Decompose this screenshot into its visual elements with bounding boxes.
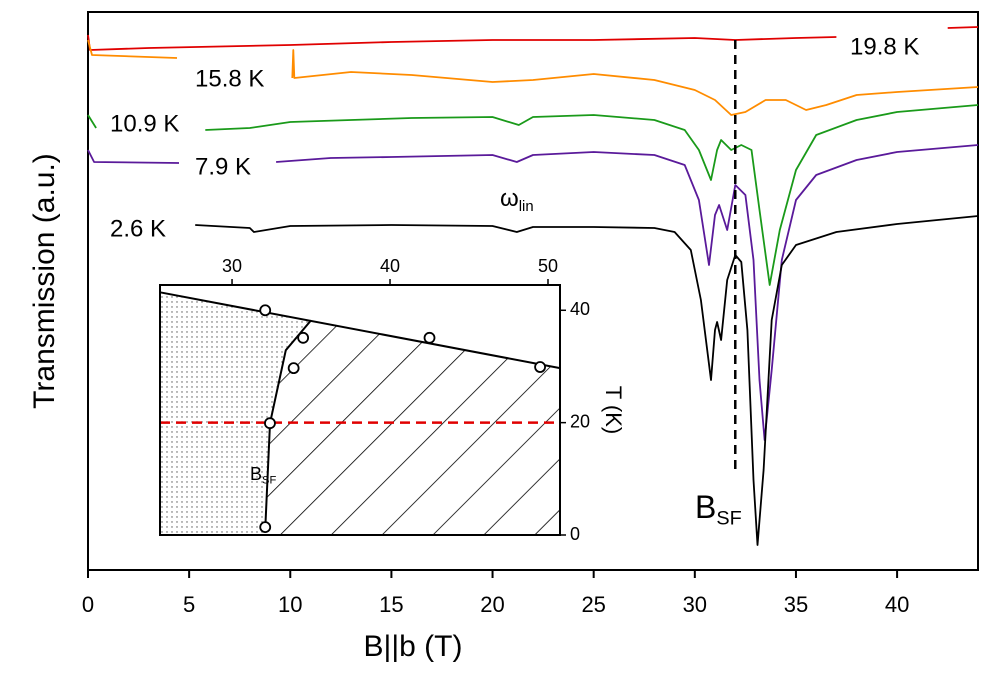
trace-label: 7.9 K bbox=[195, 153, 251, 180]
paramagnetic-region bbox=[160, 292, 312, 535]
x-tick-label: 5 bbox=[183, 592, 195, 617]
y-tick-label: 20 bbox=[570, 411, 590, 431]
trace bbox=[87, 26, 979, 51]
spin-flop-region bbox=[265, 320, 560, 535]
trace bbox=[87, 39, 979, 116]
trace bbox=[87, 104, 979, 286]
omega-label-main: ω bbox=[500, 185, 519, 212]
x-tick-label: 40 bbox=[380, 256, 400, 276]
x-tick-label: 25 bbox=[581, 592, 605, 617]
x-tick-label: 15 bbox=[379, 592, 403, 617]
x-tick-label: 30 bbox=[222, 256, 242, 276]
bsf-label: BSF bbox=[695, 489, 742, 529]
inset-plot: 30 40 50 0 20 40 T (K) BSF bbox=[159, 256, 626, 544]
bsf-label-main: B bbox=[695, 489, 716, 525]
y-tick-label: 40 bbox=[570, 299, 590, 319]
trace bbox=[87, 144, 979, 441]
trace-label: 10.9 K bbox=[110, 110, 179, 137]
data-point bbox=[259, 521, 272, 534]
data-point bbox=[287, 362, 300, 375]
x-tick-label: 10 bbox=[278, 592, 302, 617]
inset-frame bbox=[159, 284, 561, 536]
main-plot: 0 5 10 15 20 25 30 35 40 B||b (T) Transmission (a.… bbox=[28, 11, 979, 663]
x-axis-title: B||b (T) bbox=[364, 630, 463, 663]
data-point bbox=[264, 417, 276, 430]
y-axis-title: T (K) bbox=[601, 386, 626, 434]
bsf-inset-label-sub: SF bbox=[262, 474, 276, 486]
bsf-inset-label: BSF bbox=[250, 464, 276, 487]
plot-frame bbox=[87, 11, 979, 571]
x-tick-label: 40 bbox=[885, 592, 909, 617]
data-point bbox=[259, 304, 272, 317]
phase-boundary bbox=[159, 291, 561, 370]
data-point bbox=[534, 361, 546, 373]
x-tick-label: 50 bbox=[538, 256, 558, 276]
y-axis-title: Transmission (a.u.) bbox=[28, 153, 61, 409]
bsf-label-sub: SF bbox=[716, 508, 741, 530]
trace bbox=[195, 215, 979, 546]
y-tick-label: 0 bbox=[570, 524, 580, 544]
trace-label: 19.8 K bbox=[850, 33, 919, 60]
trace-label: 2.6 K bbox=[110, 215, 166, 242]
omega-label-sub: lin bbox=[519, 199, 534, 215]
x-tick-label: 20 bbox=[480, 592, 504, 617]
data-point bbox=[297, 331, 310, 344]
data-point bbox=[423, 331, 436, 344]
x-tick-label: 30 bbox=[683, 592, 707, 617]
trace-label: 15.8 K bbox=[195, 65, 264, 92]
x-tick-label: 35 bbox=[784, 592, 808, 617]
omega-label: ωlin bbox=[500, 185, 534, 215]
bsf-inset-label-main: B bbox=[250, 464, 262, 484]
x-tick-label: 0 bbox=[82, 592, 94, 617]
